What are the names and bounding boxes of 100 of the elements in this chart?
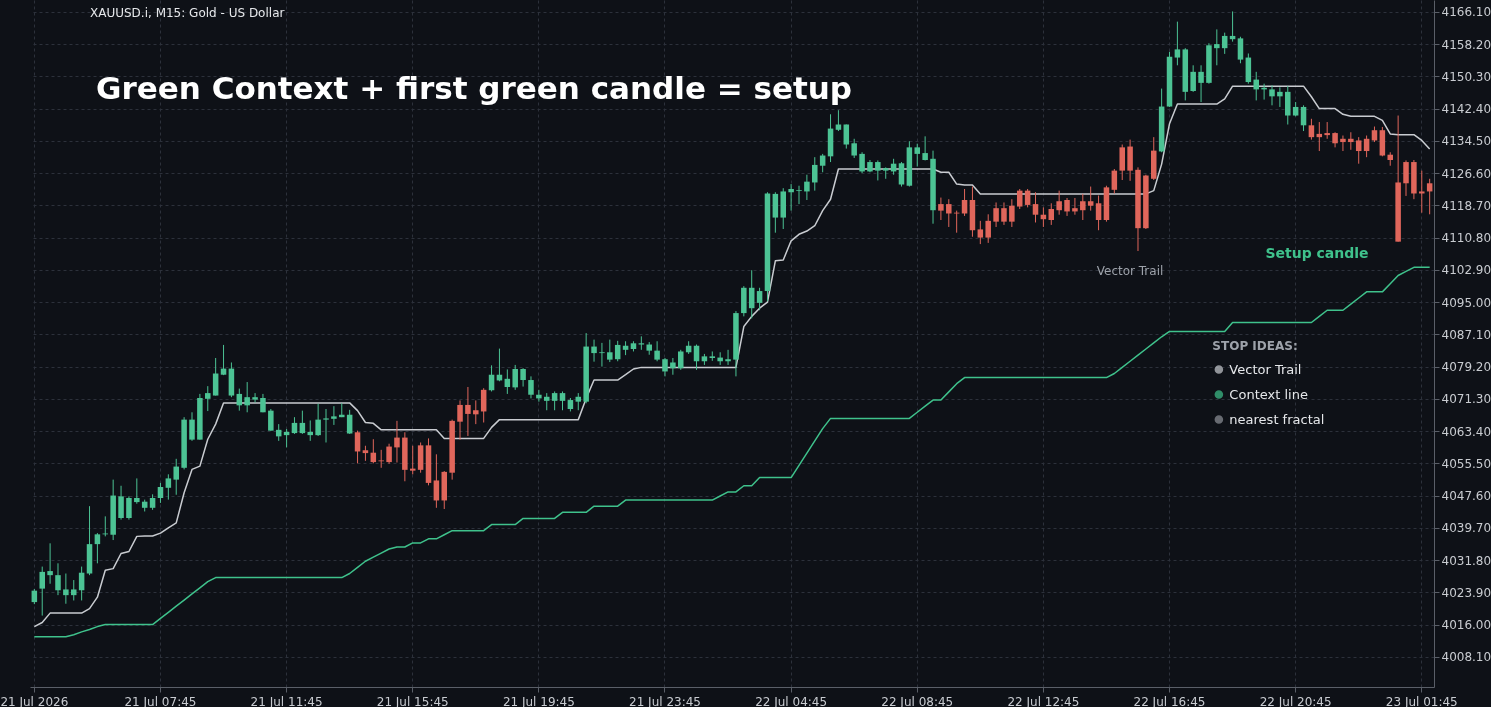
candlestick: [134, 477, 140, 505]
candlestick: [465, 386, 471, 437]
y-tick-label: 4158.20: [1441, 37, 1491, 52]
candlestick: [1095, 195, 1102, 231]
candlestick: [1308, 118, 1315, 141]
annotation: Setup candle: [1265, 245, 1369, 261]
candlestick: [433, 453, 440, 509]
y-tick-label: 4095.00: [1441, 295, 1491, 310]
x-tick-label: 21 Jul 19:45: [502, 694, 575, 707]
candlestick: [1419, 170, 1425, 214]
y-tick-label: 4039.70: [1441, 521, 1491, 536]
candlestick: [946, 198, 952, 228]
candlestick: [323, 408, 329, 443]
candlestick: [1119, 144, 1125, 181]
y-tick-label: 4087.10: [1441, 327, 1491, 342]
y-tick-label: 4134.50: [1441, 134, 1491, 149]
candlestick: [346, 409, 353, 435]
candlestick: [1253, 71, 1259, 101]
annotation: Vector Trail: [1096, 264, 1164, 278]
legend-label: Vector Trail: [1229, 361, 1302, 377]
candlestick: [1174, 21, 1181, 66]
candlestick: [678, 349, 684, 371]
candlestick: [851, 138, 857, 159]
candlestick: [591, 339, 597, 363]
legend-label: Context line: [1229, 386, 1308, 402]
candlestick: [1355, 136, 1362, 165]
candlestick: [938, 197, 944, 221]
candlestick: [520, 367, 526, 388]
candlestick: [796, 185, 802, 205]
candlestick: [843, 124, 850, 150]
candlestick: [94, 532, 101, 564]
candlestick: [914, 143, 921, 168]
candlestick: [812, 156, 818, 192]
candlestick: [1269, 84, 1275, 106]
candlestick: [985, 213, 991, 244]
x-tick-label: 22 Jul 08:45: [881, 694, 954, 707]
candlestick: [386, 443, 392, 465]
text: XAUUSD.i, M15: Gold - US Dollar: [90, 6, 285, 20]
candlestick: [70, 579, 77, 601]
candlestick: [654, 340, 660, 362]
candlestick: [1237, 36, 1244, 64]
x-tick-label: 22 Jul 16:45: [1133, 694, 1206, 707]
candlestick: [307, 419, 314, 442]
candlestick: [252, 392, 258, 403]
candlestick: [244, 381, 250, 413]
candlestick: [173, 458, 179, 496]
y-tick-label: 4023.90: [1441, 585, 1491, 600]
candlestick: [528, 375, 534, 399]
candlestick: [772, 191, 779, 234]
candlestick: [725, 349, 731, 366]
candlestick: [1403, 159, 1409, 197]
candlestick: [670, 357, 676, 376]
candlestick: [756, 287, 763, 311]
candlestick: [788, 183, 794, 212]
candlestick: [457, 399, 463, 441]
candlestick: [922, 135, 928, 161]
y-tick-label: 4118.70: [1441, 198, 1491, 213]
candlestick: [1190, 64, 1196, 93]
x-tick-label: 21 Jul 11:45: [250, 694, 323, 707]
candlestick: [55, 562, 61, 596]
candlestick: [1277, 86, 1283, 108]
x-tick-label: 22 Jul 20:45: [1259, 694, 1332, 707]
y-tick-label: 4126.60: [1441, 166, 1491, 181]
candlestick: [1009, 198, 1015, 228]
x-tick-label: 21 Jul 2026: [0, 694, 69, 707]
candlestick: [1032, 191, 1039, 223]
y-tick-label: 4110.80: [1441, 231, 1491, 246]
y-tick-label: 4016.00: [1441, 618, 1491, 633]
candlestick: [39, 566, 45, 617]
candlestick: [1198, 64, 1204, 103]
candlestick: [1087, 186, 1094, 212]
candlestick: [1001, 201, 1007, 226]
candlestick: [977, 220, 984, 245]
y-tick-label: 4166.10: [1441, 5, 1491, 20]
candlestick: [189, 411, 195, 442]
x-tick-label: 22 Jul 04:45: [755, 694, 828, 707]
y-tick-label: 4063.40: [1441, 424, 1491, 439]
candlestick: [875, 159, 881, 181]
x-tick-label: 23 Jul 01:45: [1385, 694, 1458, 707]
candlestick: [1048, 202, 1055, 226]
candlestick: [1214, 28, 1220, 66]
y-tick-label: 4047.60: [1441, 489, 1491, 504]
candlestick: [165, 473, 172, 501]
candlestick: [331, 405, 337, 426]
candlestick: [512, 364, 518, 391]
candlestick: [599, 342, 605, 368]
candlestick: [354, 430, 361, 464]
legend-label: nearest fractal: [1229, 411, 1325, 427]
candlestick: [473, 399, 479, 425]
candlestick: [607, 339, 613, 363]
candlestick: [315, 403, 321, 437]
candlestick: [126, 495, 132, 521]
candlestick: [859, 151, 865, 174]
candlestick: [1072, 197, 1078, 216]
text: Green Context + first green candle = setup: [96, 70, 853, 106]
y-tick-label: 4031.80: [1441, 553, 1491, 568]
candlestick: [662, 357, 668, 377]
candlestick: [394, 420, 400, 463]
candlestick: [63, 573, 69, 605]
legend-title: STOP IDEAS:: [1212, 339, 1298, 353]
